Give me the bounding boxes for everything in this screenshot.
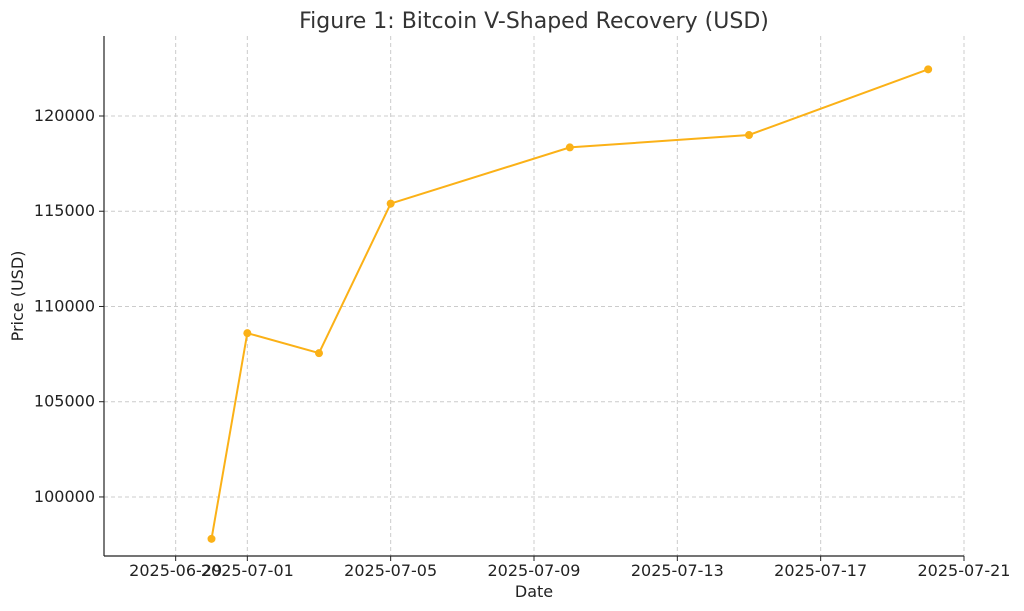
x-axis-label: Date	[515, 582, 553, 601]
y-tick-label: 115000	[34, 201, 95, 220]
x-tick-label: 2025-07-09	[488, 561, 581, 580]
y-tick-label: 105000	[34, 392, 95, 411]
x-tick-label: 2025-06-29	[129, 561, 222, 580]
x-tick-label: 2025-07-21	[918, 561, 1011, 580]
y-tick-label: 100000	[34, 487, 95, 506]
data-point	[315, 349, 323, 358]
data-point	[243, 329, 252, 338]
chart-title: Figure 1: Bitcoin V-Shaped Recovery (USD…	[299, 9, 769, 34]
y-tick-label: 120000	[34, 106, 95, 125]
axes	[99, 36, 965, 561]
data-point	[745, 131, 753, 140]
data-point	[207, 534, 216, 543]
x-tick-label: 2025-07-01	[201, 561, 294, 580]
data-point	[924, 65, 933, 74]
x-tick-label: 2025-07-17	[774, 561, 867, 580]
data-point	[386, 199, 395, 208]
series-layer	[207, 65, 933, 543]
y-tick-label: 110000	[34, 296, 95, 315]
grid-lines	[104, 36, 965, 556]
data-point	[565, 143, 574, 152]
x-tick-label: 2025-07-05	[344, 561, 437, 580]
y-axis-label: Price (USD)	[8, 251, 27, 342]
x-tick-label: 2025-07-13	[631, 561, 724, 580]
